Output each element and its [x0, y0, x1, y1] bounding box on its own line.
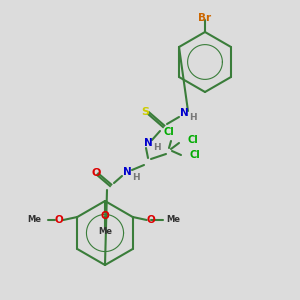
Text: Me: Me — [27, 215, 41, 224]
Text: Me: Me — [167, 215, 181, 224]
Text: H: H — [153, 143, 161, 152]
Text: Cl: Cl — [188, 135, 199, 145]
Text: H: H — [132, 172, 140, 182]
Text: Me: Me — [98, 227, 112, 236]
Text: Br: Br — [198, 13, 212, 23]
Text: O: O — [100, 211, 109, 221]
Text: S: S — [141, 107, 149, 117]
Text: N: N — [180, 108, 188, 118]
Text: N: N — [144, 138, 152, 148]
Text: O: O — [55, 215, 64, 225]
Text: H: H — [189, 113, 197, 122]
Text: O: O — [146, 215, 155, 225]
Text: O: O — [91, 168, 101, 178]
Text: Cl: Cl — [190, 150, 201, 160]
Text: N: N — [123, 167, 131, 177]
Text: Cl: Cl — [164, 127, 174, 137]
